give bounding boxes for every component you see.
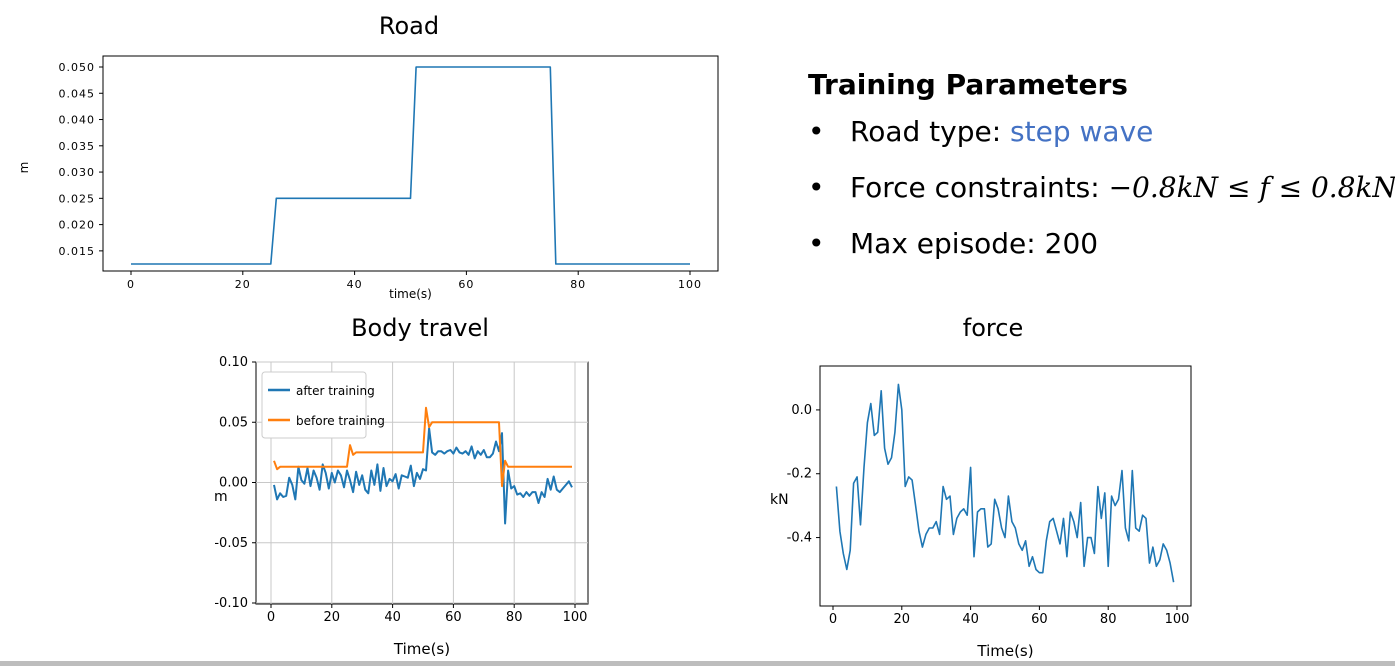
x-tick-label: 60 bbox=[445, 610, 462, 625]
x-tick-label: 20 bbox=[235, 278, 251, 291]
parameter-value: step wave bbox=[1010, 115, 1154, 148]
series-line-1 bbox=[835, 383, 1175, 583]
y-tick-label: 0.035 bbox=[59, 140, 96, 153]
parameter-road-type: • Road type: step wave bbox=[808, 115, 1388, 148]
x-tick-label: 60 bbox=[1031, 612, 1048, 627]
legend-label: before training bbox=[296, 414, 385, 428]
parameter-force-constraints: • Force constraints: −0.8kN ≤ f ≤ 0.8kN bbox=[808, 171, 1395, 204]
x-tick-label: 100 bbox=[1165, 612, 1190, 627]
y-tick-label: -0.2 bbox=[787, 467, 812, 482]
plot-frame bbox=[819, 365, 1192, 607]
bullet-icon: • bbox=[808, 115, 825, 148]
panel-heading: Training Parameters bbox=[808, 68, 1128, 101]
y-tick-label: 0.045 bbox=[59, 87, 96, 100]
y-tick-label: 0.025 bbox=[59, 192, 96, 205]
x-tick-label: 40 bbox=[384, 610, 401, 625]
x-tick-label: 40 bbox=[962, 612, 979, 627]
x-axis-label: time(s) bbox=[389, 287, 432, 301]
series-line-1 bbox=[131, 66, 690, 265]
x-tick-label: 0 bbox=[267, 610, 275, 625]
parameter-list: • Road type: step wave • Force constrain… bbox=[808, 115, 1395, 260]
plot-frame bbox=[102, 55, 719, 272]
legend-label: after training bbox=[296, 384, 375, 398]
x-axis-label: Time(s) bbox=[393, 640, 450, 658]
y-tick-label: -0.4 bbox=[787, 531, 812, 546]
x-tick-label: 0 bbox=[127, 278, 135, 291]
x-tick-label: 80 bbox=[506, 610, 523, 625]
y-tick-label: 0.040 bbox=[59, 114, 96, 127]
y-tick-label: 0.050 bbox=[59, 61, 96, 74]
parameter-value: 200 bbox=[1044, 227, 1099, 260]
legend-box bbox=[261, 371, 367, 439]
x-tick-label: 20 bbox=[324, 610, 341, 625]
road-chart-title: Road bbox=[378, 12, 440, 40]
bottom-divider bbox=[0, 661, 1395, 666]
y-tick-label: -0.05 bbox=[214, 536, 248, 551]
y-axis-label: m bbox=[17, 162, 31, 174]
force-chart-title: force bbox=[962, 314, 1024, 342]
y-tick-label: 0.10 bbox=[219, 355, 248, 370]
x-tick-label: 100 bbox=[563, 610, 588, 625]
parameter-label: Road type: bbox=[850, 115, 1011, 148]
x-tick-label: 40 bbox=[347, 278, 363, 291]
body-travel-chart-title: Body travel bbox=[351, 314, 489, 342]
bullet-icon: • bbox=[808, 171, 825, 204]
parameter-max-episode: • Max episode: 200 bbox=[808, 227, 1388, 260]
y-tick-label: -0.10 bbox=[214, 596, 248, 611]
y-tick-label: 0.020 bbox=[59, 219, 96, 232]
y-tick-label: 0.00 bbox=[219, 476, 248, 491]
x-tick-label: 60 bbox=[458, 278, 474, 291]
training-parameters-panel: Training Parameters • Road type: step wa… bbox=[808, 68, 1395, 283]
y-axis-label: m bbox=[214, 489, 228, 505]
x-tick-label: 20 bbox=[894, 612, 911, 627]
parameter-value: −0.8kN ≤ f ≤ 0.8kN bbox=[1108, 171, 1395, 204]
y-axis-label: kN bbox=[770, 492, 789, 508]
y-tick-label: 0.015 bbox=[59, 245, 96, 258]
x-tick-label: 100 bbox=[678, 278, 702, 291]
x-tick-label: 80 bbox=[1100, 612, 1117, 627]
bullet-icon: • bbox=[808, 227, 825, 260]
y-tick-label: 0.030 bbox=[59, 166, 96, 179]
x-tick-label: 0 bbox=[829, 612, 837, 627]
series-line-2 bbox=[273, 406, 572, 488]
x-tick-label: 80 bbox=[570, 278, 586, 291]
y-tick-label: 0.05 bbox=[219, 415, 248, 430]
x-axis-label: Time(s) bbox=[976, 642, 1033, 660]
y-tick-label: 0.0 bbox=[791, 403, 812, 418]
parameter-label: Max episode: bbox=[850, 227, 1045, 260]
parameter-label: Force constraints: bbox=[850, 171, 1109, 204]
